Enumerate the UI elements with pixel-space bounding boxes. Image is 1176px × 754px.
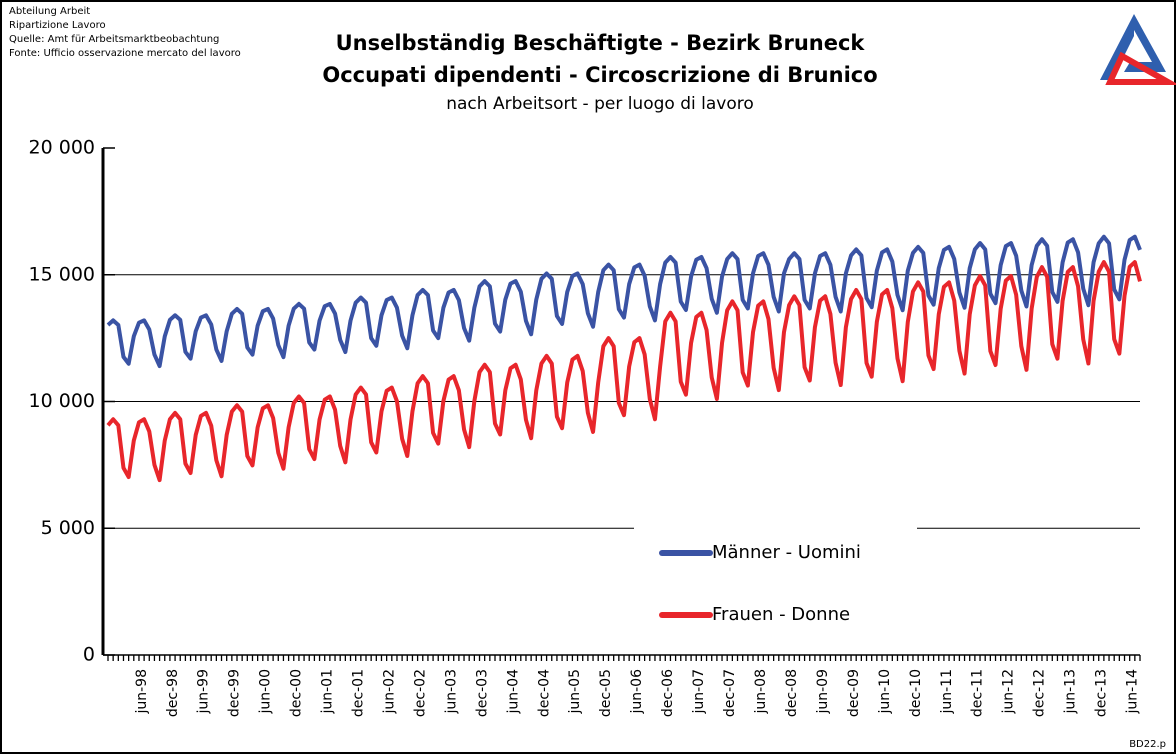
x-tick-label: dec-08 bbox=[784, 669, 800, 717]
x-tick-label: dec-98 bbox=[165, 669, 181, 717]
y-tick-label: 0 bbox=[83, 644, 95, 666]
x-tick-label: jun-03 bbox=[443, 669, 459, 715]
x-tick-label: jun-02 bbox=[381, 669, 397, 715]
source-line: Quelle: Amt für Arbeitsmarktbeobachtung bbox=[9, 34, 219, 45]
source-line: Ripartizione Lavoro bbox=[9, 20, 106, 31]
source-line: Fonte: Ufficio osservazione mercato del … bbox=[9, 48, 241, 59]
x-tick-label: jun-09 bbox=[815, 669, 831, 715]
x-tick-label: dec-10 bbox=[908, 669, 924, 717]
x-tick-label: dec-05 bbox=[598, 669, 614, 717]
series-line bbox=[106, 260, 1142, 483]
x-tick-label: jun-11 bbox=[939, 669, 955, 715]
x-tick-label: dec-00 bbox=[289, 669, 305, 717]
x-tick-label: jun-00 bbox=[258, 669, 274, 715]
x-tick-label: jun-12 bbox=[1001, 669, 1017, 715]
chart-subtitle: nach Arbeitsort - per luogo di lavoro bbox=[446, 94, 754, 114]
x-tick-label: dec-02 bbox=[412, 669, 428, 717]
x-tick-label: dec-09 bbox=[846, 669, 862, 717]
y-tick-label: 10 000 bbox=[29, 390, 95, 412]
y-tick-label: 5 000 bbox=[41, 517, 95, 539]
legend-label: Männer - Uomini bbox=[712, 542, 861, 563]
x-tick-label: jun-13 bbox=[1063, 669, 1079, 715]
x-tick-label: dec-07 bbox=[722, 669, 738, 717]
source-line: Abteilung Arbeit bbox=[9, 6, 90, 17]
x-tick-label: dec-11 bbox=[970, 669, 986, 717]
logo bbox=[1100, 14, 1176, 85]
x-tick-label: jun-04 bbox=[505, 669, 521, 715]
x-tick-label: jun-08 bbox=[753, 669, 769, 715]
x-tick-label: jun-01 bbox=[320, 669, 336, 715]
x-tick-label: jun-06 bbox=[629, 669, 645, 715]
x-tick-label: dec-01 bbox=[351, 669, 367, 717]
series-line bbox=[106, 234, 1142, 369]
x-tick-label: dec-99 bbox=[227, 669, 243, 717]
x-tick-label: dec-13 bbox=[1094, 669, 1110, 717]
x-tick-label: jun-10 bbox=[877, 669, 893, 715]
x-tick-label: jun-98 bbox=[134, 669, 150, 715]
chart-title: Unselbständig Beschäftigte - Bezirk Brun… bbox=[336, 31, 866, 55]
x-tick-label: dec-03 bbox=[474, 669, 490, 717]
x-tick-label: dec-04 bbox=[536, 669, 552, 717]
x-tick-label: jun-14 bbox=[1125, 669, 1141, 715]
x-tick-label: jun-05 bbox=[567, 669, 583, 715]
chart-title: Occupati dipendenti - Circoscrizione di … bbox=[322, 63, 877, 87]
legend-label: Frauen - Donne bbox=[712, 604, 850, 625]
x-tick-label: dec-12 bbox=[1032, 669, 1048, 717]
legend-box bbox=[634, 515, 917, 640]
x-tick-label: jun-99 bbox=[196, 669, 212, 715]
x-tick-label: dec-06 bbox=[660, 669, 676, 717]
y-tick-label: 20 000 bbox=[29, 137, 95, 159]
x-tick-label: jun-07 bbox=[691, 669, 707, 715]
y-tick-label: 15 000 bbox=[29, 263, 95, 285]
footnote: BD22.p bbox=[1129, 739, 1166, 750]
